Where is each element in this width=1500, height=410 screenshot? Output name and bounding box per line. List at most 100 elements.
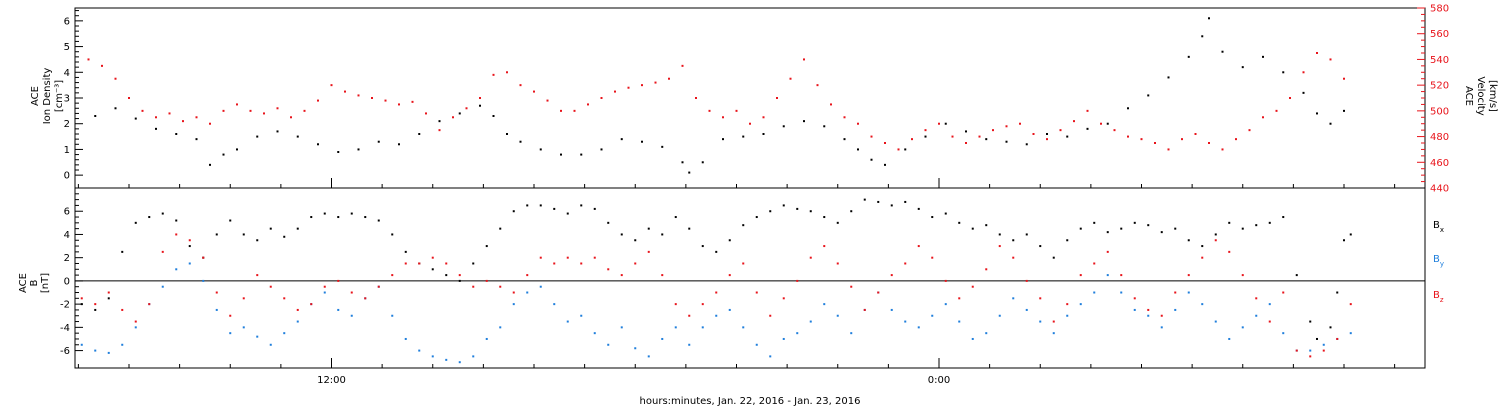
bx-point	[931, 216, 934, 219]
bx-point	[944, 212, 947, 215]
bx-point	[1174, 227, 1177, 230]
bx-point	[1343, 239, 1345, 242]
by-point	[1106, 274, 1109, 277]
bx-point	[404, 250, 407, 253]
density-point	[742, 135, 745, 138]
bz-point	[431, 256, 434, 259]
density-ylabel-line3: [cm⁻³]	[54, 80, 65, 112]
bz-point	[674, 303, 677, 306]
bz-point	[890, 274, 893, 277]
bz-point	[418, 262, 421, 265]
by-point	[1201, 303, 1204, 306]
bx-point	[121, 250, 124, 253]
density-point	[458, 112, 461, 115]
density-point	[438, 120, 441, 123]
density-point	[195, 138, 198, 141]
legend-subscript: x	[1440, 226, 1444, 234]
velocity-point	[695, 97, 697, 99]
bx-point	[1282, 216, 1285, 219]
bx-point	[1255, 224, 1258, 227]
bz-point	[755, 291, 758, 294]
density-point	[357, 148, 360, 151]
bx-point	[1241, 227, 1244, 230]
by-point	[404, 337, 407, 340]
bx-point	[1187, 239, 1190, 242]
bx-point	[620, 233, 623, 236]
density-point	[337, 151, 340, 153]
velocity-point	[1100, 122, 1102, 125]
bx-point	[377, 219, 380, 222]
by-point	[296, 320, 299, 323]
velocity-point	[506, 71, 508, 74]
bx-point	[742, 224, 745, 227]
velocity-tick-label: 540	[1430, 55, 1449, 66]
bx-point	[148, 216, 151, 219]
velocity-point	[452, 116, 454, 119]
by-point	[202, 279, 205, 282]
bz-point	[1052, 320, 1055, 323]
bx-point	[350, 212, 353, 215]
bz-point	[1012, 256, 1015, 259]
by-point	[1214, 320, 1217, 323]
velocity-point	[1208, 142, 1210, 144]
density-point	[884, 163, 886, 166]
bz-point	[1079, 274, 1082, 277]
velocity-point	[533, 90, 535, 93]
bx-point	[445, 274, 448, 277]
velocity-point	[1275, 109, 1278, 112]
density-point	[1262, 55, 1264, 58]
bz-point	[1201, 256, 1204, 259]
legend-subscript: y	[1440, 260, 1444, 268]
velocity-point	[992, 129, 994, 132]
velocity-point	[614, 90, 616, 93]
by-point	[1309, 349, 1312, 352]
velocity-point	[1262, 116, 1264, 119]
density-point	[1066, 135, 1069, 138]
by-point	[445, 358, 448, 361]
by-point	[607, 343, 610, 346]
velocity-tick-label: 580	[1430, 4, 1449, 15]
velocity-point	[236, 103, 238, 106]
density-point	[924, 135, 927, 138]
velocity-point	[263, 112, 265, 115]
by-point	[782, 337, 785, 340]
bx-point	[107, 297, 110, 300]
density-point	[857, 148, 859, 151]
bx-point	[1120, 227, 1123, 230]
velocity-point	[965, 142, 967, 144]
by-point	[161, 285, 164, 288]
velocity-point	[1194, 133, 1197, 135]
velocity-point	[749, 122, 751, 125]
bz-point	[1025, 279, 1028, 282]
bz-point	[998, 245, 1001, 248]
bx-point	[1295, 274, 1298, 277]
by-point	[580, 314, 583, 317]
legend-bz: Bz	[1433, 290, 1444, 304]
bz-point	[647, 250, 650, 253]
bz-point	[593, 256, 596, 259]
bz-point	[944, 279, 947, 282]
bz-point	[1282, 291, 1285, 294]
bz-point	[931, 256, 934, 259]
velocity-point	[1005, 125, 1008, 128]
density-point	[1241, 66, 1244, 69]
bz-point	[1336, 337, 1339, 340]
by-point	[256, 335, 259, 338]
velocity-point	[1181, 138, 1183, 141]
by-point	[1052, 332, 1055, 335]
bx-point	[1012, 239, 1015, 242]
density-point	[620, 138, 623, 141]
density-point	[506, 133, 508, 135]
density-point	[580, 153, 583, 156]
bz-point	[1160, 314, 1163, 317]
by-point	[755, 343, 758, 346]
density-point	[681, 161, 684, 164]
density-point	[1046, 133, 1048, 135]
velocity-point	[303, 109, 306, 112]
bz-point	[80, 297, 83, 300]
density-point	[904, 148, 907, 151]
bz-point	[769, 314, 772, 317]
velocity-point	[290, 116, 292, 119]
bfield-tick-label: -2	[60, 300, 70, 311]
